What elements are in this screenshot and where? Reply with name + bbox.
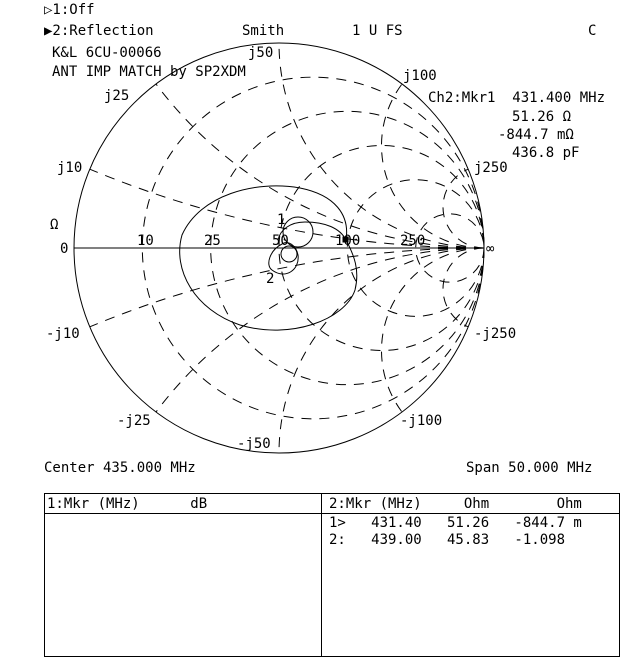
channel1-status[interactable]: ▷1:Off — [44, 2, 95, 18]
unit-label: Ω — [50, 217, 58, 233]
title-line-2: ANT IMP MATCH by SP2XDM — [52, 64, 246, 80]
infinity-label: ∞ — [486, 241, 495, 257]
reactance-label: -j25 — [117, 413, 151, 429]
table-header-divider — [45, 513, 619, 514]
resistance-circle — [415, 213, 485, 283]
reactance-label: -j50 — [237, 436, 271, 452]
right-table-header: 2:Mkr (MHz) Ohm Ohm — [329, 496, 582, 512]
reactance-arc — [89, 168, 485, 249]
reactance-arc — [381, 83, 485, 249]
reflection-trace — [179, 185, 358, 331]
reactance-arc — [442, 247, 485, 328]
marker-readout-frequency: Ch2:Mkr1 431.400 MHz — [428, 90, 606, 106]
correction-flag: C — [588, 23, 597, 39]
reactance-arc — [89, 247, 485, 328]
reactance-arc — [442, 168, 485, 249]
reactance-label: -j250 — [474, 326, 516, 342]
reactance-arc — [278, 42, 485, 249]
marker-1-label: 1 — [277, 212, 285, 228]
left-table-header: 1:Mkr (MHz) dB — [47, 496, 208, 512]
reactance-label: j50 — [248, 45, 273, 61]
table-row: 1> 431.40 51.26 -844.7 m — [329, 515, 582, 531]
table-row: 2: 439.00 45.83 -1.098 — [329, 532, 566, 548]
marker-2-label: 2 — [266, 271, 274, 287]
trace-loop-small — [282, 216, 314, 248]
reactance-arc — [155, 247, 485, 413]
span-frequency[interactable]: Span 50.000 MHz — [466, 460, 593, 476]
resistance-label: 25 — [204, 233, 221, 249]
marker-point — [342, 236, 349, 243]
reactance-label: -j10 — [46, 326, 80, 342]
resistance-label: 100 — [335, 233, 360, 249]
smith-chart: Ω0 10 25 50 100 250 ∞ j10 j25 j50 j100 j250 -j10 -j25… — [46, 42, 516, 454]
trace-loop-center — [280, 245, 298, 263]
channel2-status[interactable]: ▶2:Reflection — [44, 23, 154, 39]
center-frequency[interactable]: Center 435.000 MHz — [44, 460, 196, 476]
resistance-label: 10 — [137, 233, 154, 249]
reactance-label: j10 — [57, 160, 82, 176]
trace-loop-inner — [268, 242, 299, 275]
table-column-divider — [321, 494, 322, 656]
reactance-label: j250 — [474, 160, 508, 176]
resistance-label: 250 — [400, 233, 425, 249]
resistance-label: 50 — [272, 233, 289, 249]
marker-readout-reactance: -844.7 mΩ — [498, 127, 574, 143]
reactance-label: j25 — [104, 88, 129, 104]
format-label: Smith — [242, 23, 285, 39]
marker-readout-capacitance: 436.8 pF — [512, 145, 580, 161]
reactance-label: -j100 — [400, 413, 442, 429]
reactance-arc — [155, 83, 485, 249]
reactance-arc — [381, 247, 485, 413]
title-line-1: K&L 6CU-00066 — [52, 45, 162, 61]
scale-label: 1 U FS — [352, 23, 403, 39]
marker-table: 1:Mkr (MHz) dB 2:Mkr (MHz) Ohm Ohm 1> 43… — [44, 493, 620, 657]
reactance-arc — [278, 247, 485, 454]
trace-segment — [277, 221, 347, 241]
marker-readout-resistance: 51.26 Ω — [512, 109, 572, 125]
trace-loop-large — [179, 185, 358, 331]
reactance-label: j100 — [403, 68, 437, 84]
resistance-label: 0 — [60, 241, 68, 257]
